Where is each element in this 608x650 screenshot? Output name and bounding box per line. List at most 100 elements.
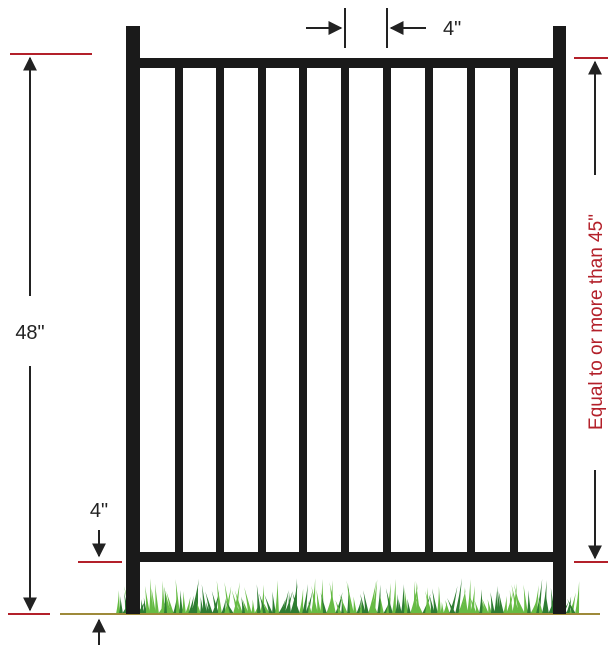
grass-blade — [161, 580, 165, 614]
grass-blade — [299, 588, 304, 614]
bottom-gap-dimension: 4" — [78, 500, 122, 645]
grass-blade — [194, 584, 198, 614]
grass-blade — [256, 584, 261, 614]
grass-blade — [216, 580, 222, 614]
grass-blade — [545, 592, 549, 614]
grass-blade — [346, 580, 354, 614]
grass-blade — [458, 588, 466, 614]
grass-blade — [379, 595, 384, 614]
grass-blade — [494, 590, 498, 614]
rail-span-label: Equal to or more than 45" — [586, 214, 607, 430]
grass-blade — [290, 583, 298, 614]
grass-blade — [464, 586, 468, 614]
grass-blade — [432, 588, 438, 614]
top-rail — [140, 58, 553, 68]
grass-blade — [140, 599, 144, 614]
grass-blade — [404, 587, 408, 614]
grass-blade — [487, 599, 492, 614]
grass-blade — [221, 598, 226, 614]
grass-blade — [363, 590, 369, 614]
grass-blade — [455, 578, 462, 614]
grass-blade — [482, 598, 489, 614]
grass-blade — [264, 594, 273, 614]
grass-blade — [272, 591, 276, 614]
grass-blade — [533, 585, 539, 614]
grass-blade — [182, 591, 186, 614]
grass-blade — [335, 599, 342, 614]
right-post — [553, 26, 566, 614]
picket — [467, 68, 475, 552]
grass-blade — [287, 592, 291, 614]
grass-strip — [116, 578, 580, 614]
grass-blade — [440, 601, 444, 614]
grass-blade — [278, 599, 286, 614]
grass-blade — [166, 591, 174, 614]
picket-spacing-label: 4" — [443, 18, 461, 40]
total-height-dimension: 48" — [8, 53, 92, 615]
grass-blade — [503, 595, 507, 614]
picket — [425, 68, 433, 552]
grass-blade — [281, 590, 289, 614]
grass-blade — [191, 578, 199, 614]
grass-blade — [292, 591, 300, 614]
picket-spacing-dimension: 4" — [306, 8, 461, 48]
bottom-gap-label: 4" — [90, 500, 108, 522]
grass-blade — [566, 596, 572, 614]
grass-blade — [498, 590, 504, 614]
grass-blade — [353, 596, 357, 614]
grass-blade — [414, 596, 423, 614]
grass-blade — [371, 599, 378, 614]
grass-blade — [474, 600, 480, 614]
grass-blade — [567, 598, 576, 614]
grass-blade — [244, 587, 252, 614]
grass-blade — [329, 582, 336, 614]
grass-blade — [385, 587, 393, 614]
grass-blade — [368, 580, 377, 614]
grass-blade — [407, 598, 411, 614]
grass-blade — [151, 588, 156, 614]
picket — [258, 68, 266, 552]
grass-blade — [261, 600, 270, 614]
picket — [216, 68, 224, 552]
grass-blade — [154, 583, 159, 614]
grass-blade — [401, 584, 405, 614]
grass-blade — [196, 601, 201, 614]
grass-blade — [211, 590, 219, 614]
grass-blade — [302, 583, 308, 614]
grass-blade — [538, 596, 543, 614]
grass-blade — [523, 584, 528, 614]
grass-blade — [205, 591, 213, 614]
grass-blade — [339, 594, 348, 614]
grass-blade — [144, 585, 150, 614]
pickets — [175, 68, 518, 552]
grass-blade — [163, 586, 171, 614]
grass-blade — [490, 592, 495, 614]
grass-blade — [275, 580, 279, 614]
grass-blade — [413, 581, 417, 614]
picket — [383, 68, 391, 552]
left-post — [126, 26, 140, 614]
grass-blade — [509, 590, 513, 614]
grass-blade — [225, 600, 234, 614]
grass-blade — [179, 590, 183, 614]
grass-blade — [398, 599, 402, 614]
rail-span-dimension: Equal to or more than 45" — [574, 57, 608, 563]
total-height-label: 48" — [15, 322, 44, 344]
picket — [510, 68, 518, 552]
fence-panel — [126, 26, 566, 614]
grass-blade — [311, 585, 318, 614]
grass-blade — [143, 597, 147, 614]
grass-blade — [316, 589, 321, 614]
grass-blade — [119, 596, 123, 614]
grass-blade — [447, 597, 456, 614]
picket — [299, 68, 307, 552]
picket — [341, 68, 349, 552]
grass-blade — [201, 584, 207, 614]
grass-blade — [542, 580, 547, 614]
grass-blade — [308, 600, 312, 614]
grass-blade — [395, 593, 399, 614]
grass-blade — [516, 595, 525, 614]
grass-blade — [234, 590, 243, 614]
grass-blade — [479, 589, 483, 614]
